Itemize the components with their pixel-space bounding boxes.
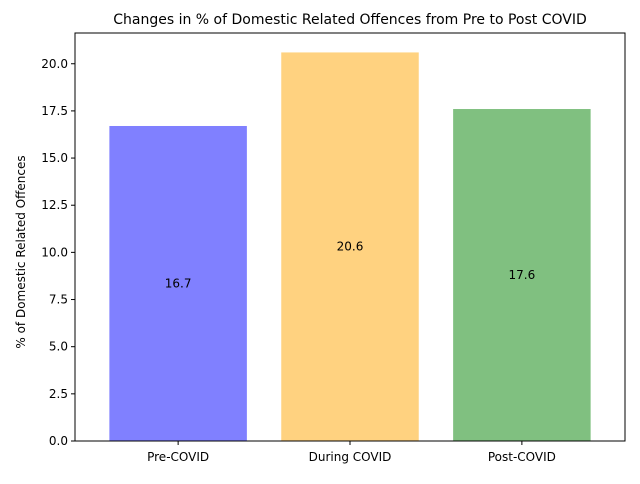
bar-pre-covid: [109, 125, 247, 442]
data-labels-layer: 16.7 20.6 17.6: [165, 240, 535, 291]
data-label: 16.7: [165, 277, 192, 291]
y-tick-label: 7.5: [49, 293, 68, 307]
y-tick-label: 5.0: [49, 340, 68, 354]
y-tick-label: 20.0: [41, 57, 68, 71]
data-label: 20.6: [337, 240, 364, 254]
y-axis-ticks: 0.0 2.5 5.0 7.5 10.0 12.5 15.0 17.5 20.0: [41, 57, 75, 448]
x-tick-label: Pre-COVID: [147, 450, 209, 464]
x-axis-ticks: Pre-COVID During COVID Post-COVID: [147, 441, 556, 464]
chart-title: Changes in % of Domestic Related Offence…: [113, 12, 587, 28]
y-tick-label: 15.0: [41, 151, 68, 165]
bars-layer: [109, 52, 591, 442]
x-tick-label: Post-COVID: [488, 450, 556, 464]
y-tick-label: 12.5: [41, 198, 68, 212]
bar-post-covid: [453, 109, 591, 442]
data-label: 17.6: [509, 268, 536, 282]
y-tick-label: 17.5: [41, 104, 68, 118]
y-tick-label: 10.0: [41, 245, 68, 259]
y-tick-label: 0.0: [49, 434, 68, 448]
x-tick-label: During COVID: [309, 450, 392, 464]
bar-during-covid: [281, 52, 419, 442]
y-axis-label: % of Domestic Related Offences: [14, 155, 28, 348]
y-tick-label: 2.5: [49, 387, 68, 401]
